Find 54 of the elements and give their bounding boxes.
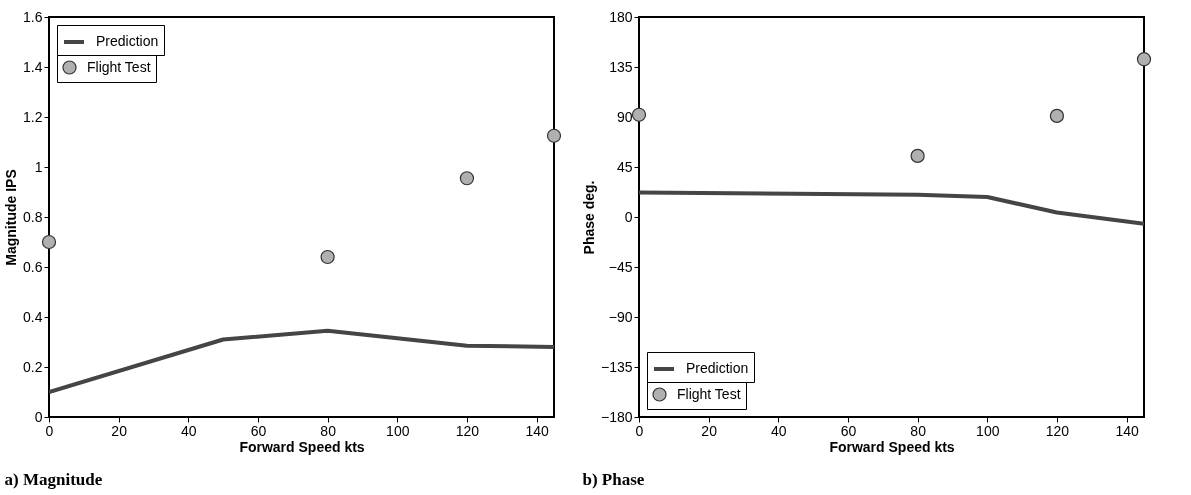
x-axis-title: Forward Speed kts [829,438,955,455]
x-tick-label: 0 [635,422,644,439]
x-tick-label: 140 [525,422,549,439]
x-tick-label: 0 [45,422,54,439]
x-tick-label: 100 [386,422,410,439]
point [41,234,57,250]
text: b) Phase [582,470,645,489]
x-tick-label: 20 [701,422,718,439]
legend-label: Flight Test [677,385,741,402]
point [320,249,335,265]
x-tick-label: 20 [111,422,128,439]
y-tick-label: 0.8 [23,208,43,225]
text: a) Magnitude [4,470,103,489]
y-tick-label: −135 [600,358,633,375]
y-tick-label: 180 [609,8,633,25]
x-tick-label: 120 [455,422,480,439]
y-tick-label: 0 [34,408,43,425]
line-series [49,328,554,394]
x-tick-label: 120 [1045,422,1070,439]
line-series [639,190,1144,226]
y-tick-label: −180 [600,408,633,425]
x-tick-label: 60 [250,422,267,439]
y-tick-label: 0 [624,208,633,225]
point [910,148,925,163]
y-axis-title: Phase deg. [580,180,597,255]
x-tick-label: 80 [320,422,337,439]
x-tick-label: 40 [771,422,787,439]
y-tick-label: 135 [609,58,633,75]
point [1049,108,1065,123]
legend-label: Prediction [96,33,159,49]
y-tick-label: 1.2 [23,108,43,125]
x-tick-label: 60 [840,422,857,439]
x-axis-title: Forward Speed kts [239,438,365,455]
y-axis-title: Magnitude IPS [3,169,20,266]
y-tick-label: 0.2 [23,358,43,375]
y-tick-label: −90 [608,308,633,325]
legend-label: Flight Test [87,58,151,75]
point [459,171,475,186]
x-tick-label: 40 [181,422,197,439]
y-tick-label: 1 [34,158,43,175]
y-tick-label: 0.6 [23,258,43,275]
x-tick-label: 80 [910,422,927,439]
point [1136,52,1152,67]
point [546,128,562,143]
point [631,107,647,122]
x-tick-label: 140 [1115,422,1139,439]
y-tick-label: −45 [608,258,633,275]
y-tick-label: 1.6 [23,8,43,25]
y-tick-label: 45 [616,158,633,175]
y-tick-label: 1.4 [23,58,43,75]
legend-label: Prediction [686,360,749,376]
y-tick-label: 90 [616,108,633,125]
y-tick-label: 0.4 [23,308,43,325]
x-tick-label: 100 [976,422,1000,439]
